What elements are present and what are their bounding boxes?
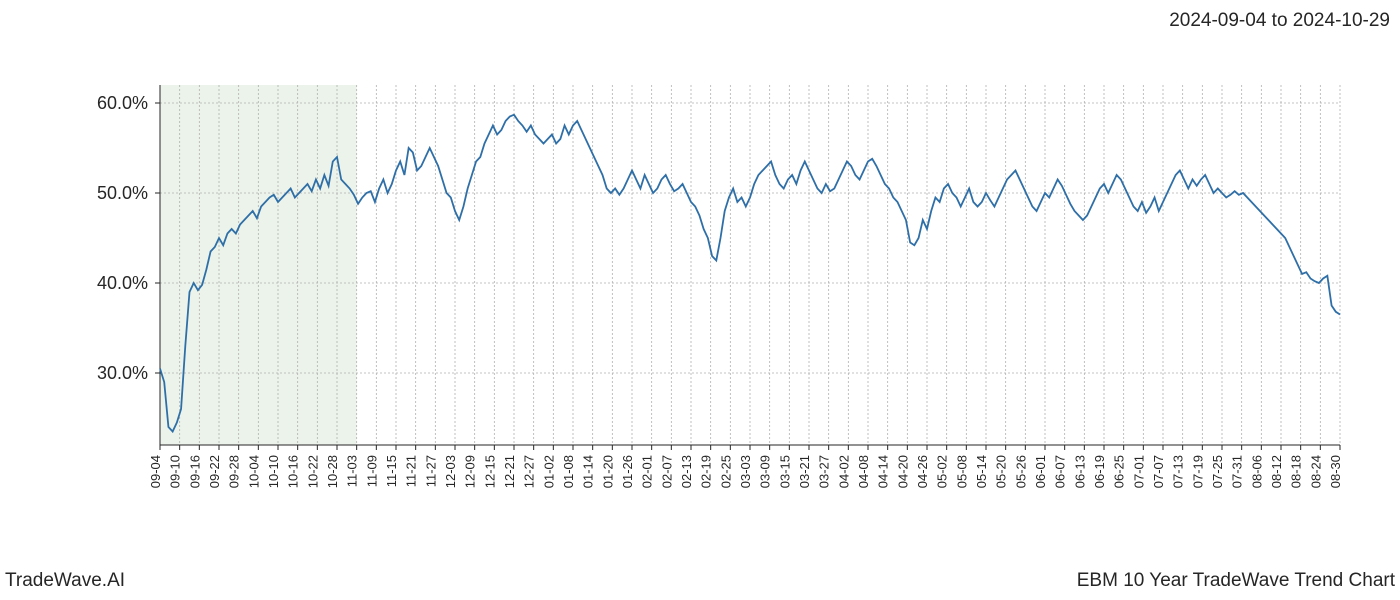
x-tick-label: 11-03: [345, 455, 360, 487]
chart-container: 30.0% 40.0% 50.0% 60.0% 09-04 09-10 09-16 09-22…: [0, 50, 1400, 550]
footer-title: EBM 10 Year TradeWave Trend Chart: [1077, 570, 1395, 592]
x-tick-label: 08-24: [1308, 455, 1323, 488]
x-tick-label: 09-16: [187, 455, 202, 488]
x-tick-label: 12-09: [463, 455, 478, 488]
x-tick-label: 12-21: [502, 455, 517, 488]
x-tick-label: 02-13: [679, 455, 694, 488]
x-tick-label: 04-14: [876, 455, 891, 488]
x-tick-label: 05-20: [994, 455, 1009, 488]
y-tick-label: 40.0%: [97, 273, 148, 293]
footer-brand: TradeWave.AI: [5, 570, 125, 592]
x-tick-label: 11-21: [404, 455, 419, 487]
x-tick-label: 06-25: [1112, 455, 1127, 488]
trend-chart: 30.0% 40.0% 50.0% 60.0% 09-04 09-10 09-16 09-22…: [0, 50, 1400, 550]
x-tick-label: 03-21: [797, 455, 812, 488]
x-tick-label: 07-19: [1190, 455, 1205, 488]
x-tick-label: 03-03: [738, 455, 753, 488]
x-tick-label: 07-07: [1151, 455, 1166, 488]
y-tick-label: 60.0%: [97, 93, 148, 113]
x-tick-label: 07-13: [1171, 455, 1186, 488]
x-tick-label: 04-08: [856, 455, 871, 488]
x-tick-label: 09-28: [227, 455, 242, 488]
x-tick-label: 11-15: [384, 455, 399, 487]
x-tick-label: 07-01: [1131, 455, 1146, 488]
x-tick-label: 05-08: [954, 455, 969, 488]
x-tick-label: 10-28: [325, 455, 340, 488]
x-tick-label: 10-16: [286, 455, 301, 488]
x-tick-label: 02-07: [659, 455, 674, 488]
x-tick-label: 08-12: [1269, 455, 1284, 488]
x-tick-label: 06-13: [1072, 455, 1087, 488]
x-tick-label: 01-26: [620, 455, 635, 488]
y-tick-label: 30.0%: [97, 363, 148, 383]
y-tick-label: 50.0%: [97, 183, 148, 203]
x-tick-label: 06-01: [1033, 455, 1048, 488]
x-tick-label: 05-26: [1013, 455, 1028, 488]
x-tick-label: 10-10: [266, 455, 281, 488]
x-tick-label: 09-04: [148, 455, 163, 488]
x-tick-label: 07-31: [1230, 455, 1245, 488]
x-tick-label: 06-19: [1092, 455, 1107, 488]
x-tick-label: 12-15: [482, 455, 497, 488]
x-tick-label: 02-25: [718, 455, 733, 488]
x-tick-label: 04-26: [915, 455, 930, 488]
x-tick-label: 11-27: [423, 455, 438, 487]
x-tick-label: 10-04: [246, 455, 261, 488]
x-tick-label: 08-18: [1289, 455, 1304, 488]
x-tick-label: 08-06: [1249, 455, 1264, 488]
x-tick-label: 01-02: [541, 455, 556, 488]
x-tick-label: 04-20: [895, 455, 910, 488]
x-tick-label: 08-30: [1328, 455, 1343, 488]
x-tick-label: 11-09: [364, 455, 379, 487]
x-tick-label: 10-22: [305, 455, 320, 488]
x-tick-label: 03-27: [817, 455, 832, 488]
x-tick-label: 07-25: [1210, 455, 1225, 488]
x-tick-label: 05-14: [974, 455, 989, 488]
x-tick-label: 01-20: [600, 455, 615, 488]
x-tick-label: 06-07: [1053, 455, 1068, 488]
x-tick-label: 12-03: [443, 455, 458, 488]
x-tick-label: 12-27: [522, 455, 537, 488]
x-tick-label: 03-15: [777, 455, 792, 488]
x-tick-label: 02-01: [640, 455, 655, 488]
x-tick-label: 09-22: [207, 455, 222, 488]
x-tick-label: 04-02: [836, 455, 851, 488]
x-tick-label: 01-14: [581, 455, 596, 488]
x-tick-label: 09-10: [168, 455, 183, 488]
x-tick-label: 03-09: [758, 455, 773, 488]
x-tick-label: 02-19: [699, 455, 714, 488]
x-tick-label: 05-02: [935, 455, 950, 488]
date-range: 2024-09-04 to 2024-10-29: [1169, 10, 1390, 32]
x-tick-label: 01-08: [561, 455, 576, 488]
